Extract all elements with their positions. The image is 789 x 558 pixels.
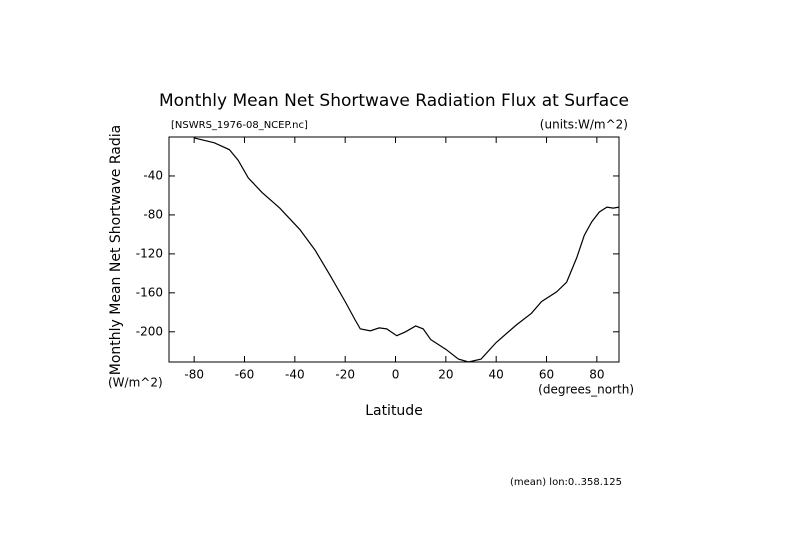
x-tick-label: -40 xyxy=(285,368,305,382)
y-axis-label: Monthly Mean Net Shortwave Radia xyxy=(108,125,124,375)
y-tick-label: -40 xyxy=(143,168,163,182)
x-tick-label: 60 xyxy=(539,368,554,382)
x-axis-label: Latitude xyxy=(365,403,423,419)
x-units: (degrees_north) xyxy=(538,383,634,397)
x-tick-label: 0 xyxy=(392,368,400,382)
file-label: [NSWRS_1976-08_NCEP.nc] xyxy=(171,120,308,131)
x-tick-label: 20 xyxy=(438,368,453,382)
plot-frame xyxy=(168,136,620,363)
y-units: (W/m^2) xyxy=(108,376,163,390)
x-tick-label: -80 xyxy=(184,368,204,382)
x-tick-label: 80 xyxy=(589,368,604,382)
y-tick-label: -80 xyxy=(143,207,163,221)
chart-title: Monthly Mean Net Shortwave Radiation Flu… xyxy=(159,91,629,111)
x-tick-label: -60 xyxy=(235,368,255,382)
data-line xyxy=(194,137,620,363)
units-label: (units:W/m^2) xyxy=(540,118,628,132)
footnote: (mean) lon:0..358.125 xyxy=(510,477,622,488)
y-tick-label: -160 xyxy=(136,285,163,299)
y-tick-label: -120 xyxy=(136,246,163,260)
x-tick-label: 40 xyxy=(489,368,504,382)
y-tick-label: -200 xyxy=(136,324,163,338)
x-tick-label: -20 xyxy=(335,368,355,382)
